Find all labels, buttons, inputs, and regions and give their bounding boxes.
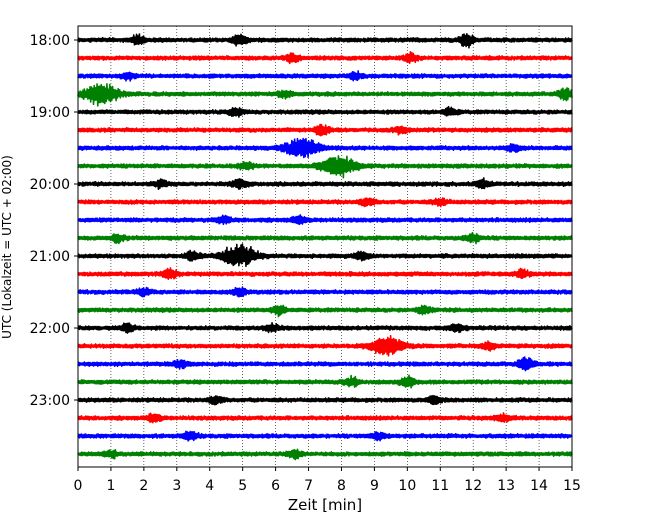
trace-18:30 <box>77 70 573 82</box>
trace-23:45 <box>77 448 573 461</box>
trace-22:30 <box>77 356 573 372</box>
x-tick-label-6: 6 <box>271 478 280 494</box>
trace-21:30 <box>77 286 573 298</box>
x-tick-label-4: 4 <box>205 478 214 494</box>
y-tick-label-22:00: 22:00 <box>30 321 70 337</box>
trace-19:00 <box>77 105 573 118</box>
x-tick-label-0: 0 <box>74 478 83 494</box>
y-tick-label-20:00: 20:00 <box>30 177 70 193</box>
trace-22:15 <box>77 334 573 357</box>
x-tick-label-3: 3 <box>172 478 181 494</box>
trace-21:15 <box>77 267 573 281</box>
x-tick-label-14: 14 <box>530 478 548 494</box>
trace-18:00 <box>77 32 573 49</box>
x-tick-label-8: 8 <box>337 478 346 494</box>
trace-21:00 <box>77 243 573 268</box>
x-tick-label-13: 13 <box>497 478 515 494</box>
y-tick-label-23:00: 23:00 <box>30 393 70 409</box>
trace-21:45 <box>77 304 573 318</box>
trace-23:15 <box>77 412 573 424</box>
x-tick-label-7: 7 <box>304 478 313 494</box>
y-tick-label-21:00: 21:00 <box>30 249 70 265</box>
x-tick-label-12: 12 <box>464 478 482 494</box>
x-axis-label: Zeit [min] <box>288 496 362 514</box>
x-tick-label-9: 9 <box>370 478 379 494</box>
y-tick-label-18:00: 18:00 <box>30 33 70 49</box>
y-axis-ticks: 18:00 19:00 20:00 21:00 22:00 23:00 <box>30 33 78 409</box>
trace-23:00 <box>77 394 573 406</box>
x-tick-label-2: 2 <box>139 478 148 494</box>
trace-18:15 <box>77 50 573 65</box>
trace-20:30 <box>77 214 573 226</box>
x-tick-label-15: 15 <box>563 478 581 494</box>
x-tick-label-1: 1 <box>106 478 115 494</box>
trace-19:30 <box>77 137 573 159</box>
trace-18:45 <box>77 83 573 107</box>
trace-22:45 <box>77 374 573 389</box>
y-axis-label: UTC (Lokalzeit = UTC + 02:00) <box>0 155 14 339</box>
x-tick-label-10: 10 <box>398 478 416 494</box>
x-tick-label-5: 5 <box>238 478 247 494</box>
trace-22:00 <box>77 322 573 334</box>
trace-lines <box>77 32 573 461</box>
trace-23:30 <box>77 430 573 442</box>
x-axis-ticks: 0 1 2 3 4 5 6 7 8 9 10 11 12 13 14 15 <box>74 467 581 494</box>
trace-19:45 <box>77 154 573 179</box>
trace-20:15 <box>77 197 573 208</box>
x-tick-label-11: 11 <box>431 478 449 494</box>
plot-frame <box>77 25 573 468</box>
y-tick-label-19:00: 19:00 <box>30 105 70 121</box>
trace-20:45 <box>77 231 573 245</box>
trace-19:15 <box>77 123 573 137</box>
trace-20:00 <box>77 177 573 191</box>
